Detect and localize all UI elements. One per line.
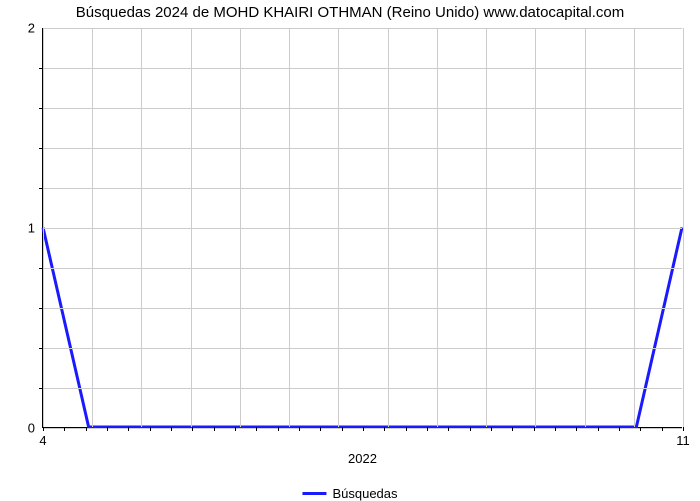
x-minor-tick bbox=[171, 427, 172, 431]
x-minor-tick bbox=[406, 427, 407, 431]
x-minor-tick bbox=[192, 427, 193, 431]
grid-line-horizontal bbox=[43, 228, 682, 229]
x-minor-tick bbox=[107, 427, 108, 431]
y-minor-tick bbox=[39, 388, 43, 389]
y-minor-tick bbox=[39, 268, 43, 269]
grid-line-horizontal bbox=[43, 388, 682, 389]
x-minor-tick bbox=[384, 427, 385, 431]
x-minor-tick bbox=[256, 427, 257, 431]
grid-line-horizontal bbox=[43, 28, 682, 29]
chart-title: Búsquedas 2024 de MOHD KHAIRI OTHMAN (Re… bbox=[0, 4, 700, 21]
x-minor-tick bbox=[448, 427, 449, 431]
x-minor-tick bbox=[342, 427, 343, 431]
legend-swatch bbox=[302, 492, 326, 495]
x-tick-label: 11 bbox=[676, 433, 690, 448]
grid-line-horizontal bbox=[43, 348, 682, 349]
x-minor-tick bbox=[150, 427, 151, 431]
x-axis-label: 2022 bbox=[348, 451, 377, 466]
chart-container: Búsquedas 2024 de MOHD KHAIRI OTHMAN (Re… bbox=[0, 0, 700, 500]
grid-line-horizontal bbox=[43, 308, 682, 309]
x-minor-tick bbox=[235, 427, 236, 431]
grid-line-horizontal bbox=[43, 148, 682, 149]
y-tick-label: 0 bbox=[28, 421, 35, 436]
x-minor-tick bbox=[214, 427, 215, 431]
plot-area: 0124112022 bbox=[42, 28, 682, 428]
x-minor-tick bbox=[363, 427, 364, 431]
y-minor-tick bbox=[39, 148, 43, 149]
x-minor-tick bbox=[128, 427, 129, 431]
y-minor-tick bbox=[39, 68, 43, 69]
y-minor-tick bbox=[39, 108, 43, 109]
x-minor-tick bbox=[640, 427, 641, 431]
grid-line-vertical bbox=[683, 28, 684, 427]
legend-label: Búsquedas bbox=[332, 486, 397, 501]
series-line bbox=[43, 228, 682, 428]
x-minor-tick bbox=[427, 427, 428, 431]
x-minor-tick bbox=[491, 427, 492, 431]
x-minor-tick bbox=[576, 427, 577, 431]
x-minor-tick bbox=[64, 427, 65, 431]
grid-line-horizontal bbox=[43, 188, 682, 189]
x-tick-label: 4 bbox=[39, 433, 46, 448]
grid-line-horizontal bbox=[43, 108, 682, 109]
x-minor-tick bbox=[43, 427, 44, 431]
legend: Búsquedas bbox=[302, 486, 397, 501]
x-minor-tick bbox=[86, 427, 87, 431]
grid-line-horizontal bbox=[43, 68, 682, 69]
grid-line-horizontal bbox=[43, 268, 682, 269]
x-minor-tick bbox=[683, 427, 684, 431]
y-minor-tick bbox=[39, 348, 43, 349]
y-tick-label: 1 bbox=[28, 221, 35, 236]
x-minor-tick bbox=[619, 427, 620, 431]
x-minor-tick bbox=[320, 427, 321, 431]
y-tick-label: 2 bbox=[28, 21, 35, 36]
x-minor-tick bbox=[662, 427, 663, 431]
x-minor-tick bbox=[299, 427, 300, 431]
x-minor-tick bbox=[555, 427, 556, 431]
y-minor-tick bbox=[39, 188, 43, 189]
x-minor-tick bbox=[534, 427, 535, 431]
x-minor-tick bbox=[278, 427, 279, 431]
y-minor-tick bbox=[39, 308, 43, 309]
x-minor-tick bbox=[598, 427, 599, 431]
x-minor-tick bbox=[470, 427, 471, 431]
x-minor-tick bbox=[512, 427, 513, 431]
